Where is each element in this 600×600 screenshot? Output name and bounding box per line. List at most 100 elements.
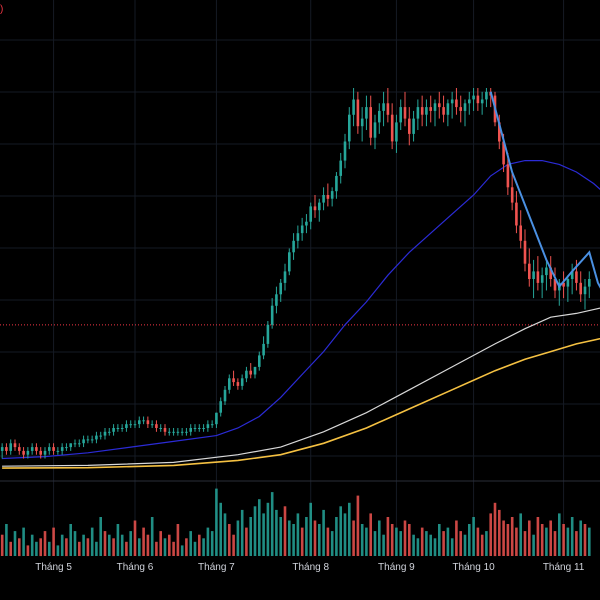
candle bbox=[408, 107, 411, 146]
candle-body bbox=[335, 175, 338, 192]
candle-body bbox=[69, 443, 72, 448]
candle-body bbox=[56, 450, 60, 452]
candle-body bbox=[468, 99, 471, 104]
volume-bar bbox=[296, 513, 300, 556]
candle-body bbox=[390, 114, 394, 142]
candle bbox=[236, 378, 240, 390]
candle-body bbox=[219, 401, 222, 413]
candle bbox=[288, 248, 291, 276]
volume-bar bbox=[442, 531, 445, 556]
candle-body bbox=[579, 282, 582, 295]
volume-bar bbox=[566, 527, 570, 556]
candle-body bbox=[545, 267, 548, 276]
candle-body bbox=[378, 110, 381, 123]
volume-bar bbox=[390, 524, 394, 556]
candle bbox=[296, 225, 300, 249]
candle bbox=[202, 424, 205, 432]
candle bbox=[369, 95, 372, 146]
candle bbox=[515, 191, 518, 234]
volume-bar bbox=[185, 538, 188, 557]
volume-bar bbox=[159, 531, 162, 556]
candle bbox=[386, 88, 390, 123]
volume-bar bbox=[446, 527, 450, 556]
candle-body bbox=[65, 447, 68, 449]
candle bbox=[390, 103, 394, 150]
candle bbox=[95, 431, 98, 444]
candle bbox=[228, 374, 231, 394]
candle-body bbox=[13, 443, 17, 448]
x-tick-label: Tháng 7 bbox=[198, 562, 235, 573]
volume-bar bbox=[378, 520, 381, 556]
volume-bar bbox=[206, 527, 210, 556]
candle-body bbox=[125, 424, 128, 428]
candle-body bbox=[172, 431, 175, 433]
volume-bar bbox=[468, 524, 471, 556]
volume-bar bbox=[26, 545, 30, 556]
candle bbox=[129, 420, 132, 428]
candle-body bbox=[236, 382, 240, 386]
volume-bar bbox=[65, 538, 68, 557]
volume-bar bbox=[108, 534, 111, 556]
candle-body bbox=[399, 107, 402, 123]
volume-bar bbox=[330, 531, 334, 556]
candle bbox=[330, 187, 334, 207]
volume-bar bbox=[198, 534, 201, 556]
candle bbox=[5, 443, 8, 455]
candle-body bbox=[472, 95, 475, 100]
volume-bar bbox=[180, 545, 184, 556]
volume-bar bbox=[519, 513, 522, 556]
candle-body bbox=[163, 428, 167, 432]
candle bbox=[459, 95, 462, 123]
candle-body bbox=[116, 428, 120, 429]
volume-bar bbox=[450, 538, 454, 557]
candle-body bbox=[18, 447, 21, 451]
volume-bar bbox=[219, 502, 222, 557]
candle bbox=[266, 321, 270, 348]
volume-bar bbox=[39, 538, 42, 557]
candle-body bbox=[322, 195, 325, 203]
volume-bar bbox=[403, 520, 407, 556]
volume-bar bbox=[382, 534, 385, 556]
candle bbox=[446, 99, 450, 127]
candle-body bbox=[519, 225, 522, 241]
candle-body bbox=[420, 107, 424, 115]
candle bbox=[78, 439, 81, 448]
volume-bar bbox=[9, 541, 12, 556]
candle bbox=[523, 229, 527, 272]
volume-bar bbox=[339, 506, 342, 556]
candle bbox=[305, 214, 308, 234]
volume-bar bbox=[150, 517, 154, 556]
candle-body bbox=[133, 424, 137, 426]
candle-body bbox=[510, 187, 514, 203]
candle-body bbox=[138, 420, 141, 425]
candle-body bbox=[223, 389, 227, 402]
candle-body bbox=[416, 107, 420, 119]
candle-body bbox=[339, 160, 342, 176]
volume-bar bbox=[420, 527, 424, 556]
candle-body bbox=[540, 275, 544, 283]
candle-body bbox=[180, 431, 184, 433]
candle-body bbox=[78, 443, 81, 445]
volume-bar bbox=[305, 517, 308, 556]
x-tick-label: Tháng 11 bbox=[543, 562, 585, 573]
candle bbox=[193, 424, 197, 432]
candle-body bbox=[523, 240, 527, 264]
candle bbox=[133, 420, 137, 428]
candle bbox=[545, 259, 548, 291]
candle bbox=[39, 447, 42, 459]
candle bbox=[69, 443, 72, 451]
candle bbox=[43, 447, 47, 459]
volume-bar bbox=[176, 524, 180, 556]
candle-body bbox=[348, 114, 351, 142]
candle-body bbox=[86, 439, 90, 441]
candle-body bbox=[330, 191, 334, 199]
candle-body bbox=[22, 450, 25, 455]
candle bbox=[326, 183, 330, 207]
candle-body bbox=[48, 447, 51, 451]
volume-bar bbox=[502, 520, 505, 556]
moving-averages bbox=[2, 160, 600, 469]
candle-body bbox=[249, 370, 252, 375]
volume-bar bbox=[408, 524, 411, 556]
candle-body bbox=[43, 450, 47, 455]
candle bbox=[360, 107, 364, 142]
